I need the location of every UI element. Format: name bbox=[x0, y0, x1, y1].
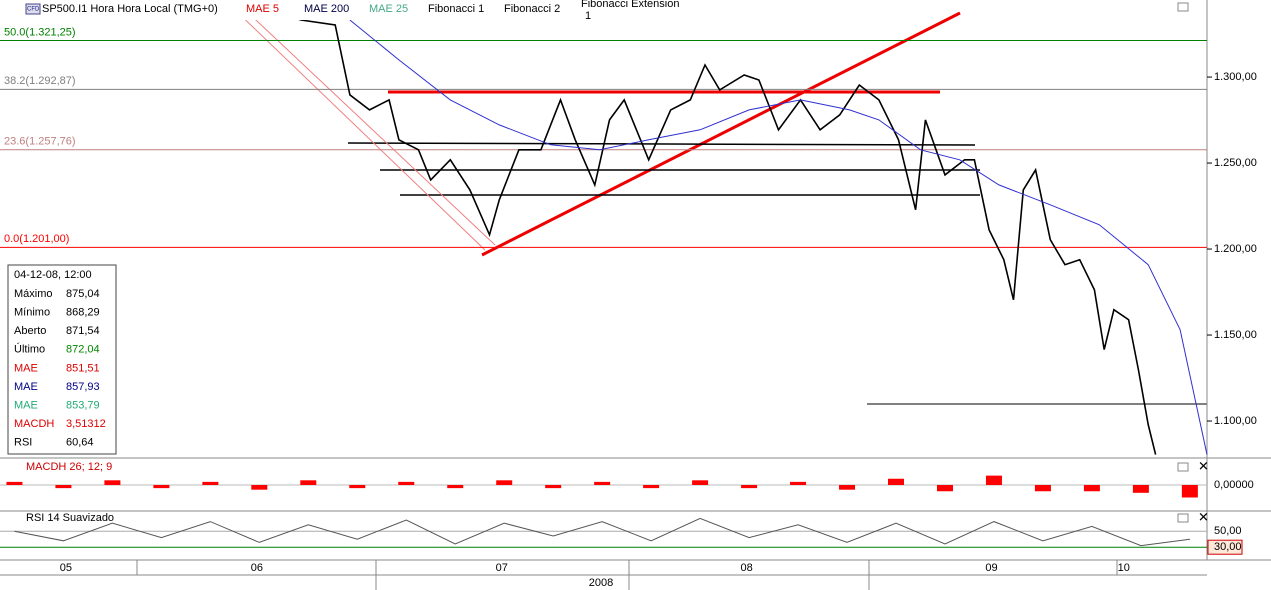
close-button[interactable]: ✕ bbox=[1198, 509, 1209, 524]
y-tick-label: 1.150,00 bbox=[1214, 329, 1257, 341]
toolbar-title: SP500.I1 Hora Hora Local (TMG+0) bbox=[42, 3, 218, 15]
histogram-bar bbox=[692, 480, 709, 485]
toolbar-item[interactable]: Fibonacci 1 bbox=[428, 3, 484, 15]
histogram-bar bbox=[839, 485, 856, 490]
histogram-bar bbox=[1034, 485, 1051, 492]
price-line bbox=[224, 4, 1157, 455]
x-tick-label: 05 bbox=[60, 562, 72, 574]
info-value: 875,04 bbox=[66, 288, 100, 300]
histogram-bar bbox=[153, 485, 170, 489]
toolbar-item[interactable]: Fibonacci 2 bbox=[504, 3, 560, 15]
maximize-button[interactable] bbox=[1177, 513, 1189, 523]
histogram-bar bbox=[202, 481, 219, 485]
trend-line bbox=[481, 11, 961, 257]
histogram-bar bbox=[985, 475, 1002, 485]
histogram-bar bbox=[6, 481, 23, 485]
channel-line bbox=[239, 4, 496, 246]
info-value: 857,93 bbox=[66, 381, 100, 393]
info-label: MAE bbox=[14, 381, 38, 393]
toolbar-item[interactable]: 1 bbox=[585, 10, 591, 22]
fibonacci-label: 23.6(1.257,76) bbox=[4, 136, 76, 148]
histogram-bar bbox=[1083, 485, 1100, 492]
histogram-bar bbox=[1181, 485, 1198, 498]
x-tick-label: 06 bbox=[251, 562, 263, 574]
histogram-bar bbox=[594, 481, 611, 485]
histogram-bar bbox=[447, 485, 464, 489]
y-tick-label: 1.250,00 bbox=[1214, 157, 1257, 169]
symbol-badge bbox=[25, 3, 41, 15]
pane-title: MACDH 26; 12; 9 bbox=[26, 461, 112, 473]
histogram-bar bbox=[55, 485, 72, 489]
histogram-bar bbox=[300, 480, 317, 485]
info-label: RSI bbox=[14, 437, 32, 449]
info-value: 868,29 bbox=[66, 307, 100, 319]
y-tick-label: 1.300,00 bbox=[1214, 71, 1257, 83]
last-value-box bbox=[1207, 539, 1243, 555]
info-panel-box bbox=[7, 264, 117, 455]
toolbar-item[interactable]: Fibonacci Extension bbox=[581, 0, 679, 10]
x-axis-label: 2008 bbox=[589, 577, 613, 589]
toolbar bbox=[22, 0, 702, 20]
histogram-bar bbox=[741, 485, 758, 489]
symbol-badge-text: CFD bbox=[27, 7, 40, 13]
info-value: 851,51 bbox=[66, 362, 100, 374]
x-tick-label: 10 bbox=[1118, 562, 1130, 574]
histogram-bar bbox=[643, 485, 660, 489]
info-value: 872,04 bbox=[66, 344, 100, 356]
price-line bbox=[349, 19, 1208, 455]
toolbar-item[interactable]: MAE 200 bbox=[304, 3, 349, 15]
support-line bbox=[347, 142, 976, 146]
info-label: Máximo bbox=[14, 288, 53, 300]
rsi-line bbox=[14, 517, 1190, 547]
histogram-bar bbox=[251, 485, 268, 490]
x-tick-label: 08 bbox=[741, 562, 753, 574]
histogram-bar bbox=[888, 478, 905, 485]
y-tick-label: 0,00000 bbox=[1214, 479, 1254, 491]
histogram-bar bbox=[104, 480, 121, 485]
toolbar-item[interactable]: MAE 5 bbox=[246, 3, 279, 15]
y-tick-label: 30,00 bbox=[1214, 541, 1242, 553]
fibonacci-label: 50.0(1.321,25) bbox=[4, 26, 76, 38]
info-label: Aberto bbox=[14, 325, 46, 337]
x-tick-label: 09 bbox=[985, 562, 997, 574]
histogram-bar bbox=[496, 480, 513, 485]
fibonacci-label: 0.0(1.201,00) bbox=[4, 233, 69, 245]
info-label: MAE bbox=[14, 362, 38, 374]
pane-title: RSI 14 Suavizado bbox=[26, 512, 114, 524]
histogram-bar bbox=[1132, 485, 1149, 493]
channel-line bbox=[229, 4, 486, 251]
close-button[interactable]: ✕ bbox=[1198, 458, 1209, 473]
maximize-button[interactable] bbox=[1177, 2, 1189, 12]
info-label: Último bbox=[14, 343, 45, 356]
y-tick-label: 1.200,00 bbox=[1214, 243, 1257, 255]
histogram-bar bbox=[545, 485, 562, 489]
info-label: Mínimo bbox=[14, 307, 50, 319]
info-header: 04-12-08, 12:00 bbox=[14, 269, 92, 281]
drawings bbox=[229, 4, 1207, 405]
info-value: 60,64 bbox=[66, 437, 94, 449]
toolbar-item[interactable]: MAE 25 bbox=[369, 3, 408, 15]
info-value: 871,54 bbox=[66, 325, 100, 337]
histogram-bar bbox=[936, 485, 953, 492]
y-tick-label: 50,00 bbox=[1214, 525, 1242, 537]
histogram-bar bbox=[790, 481, 807, 485]
info-value: 3,51312 bbox=[66, 418, 106, 430]
fibonacci-label: 38.2(1.292,87) bbox=[4, 75, 76, 87]
info-label: MACDH bbox=[14, 418, 54, 430]
histogram-bar bbox=[349, 485, 366, 489]
maximize-button[interactable] bbox=[1177, 462, 1189, 472]
info-label: MAE bbox=[14, 400, 38, 412]
y-tick-label: 1.100,00 bbox=[1214, 415, 1257, 427]
x-tick-label: 07 bbox=[496, 562, 508, 574]
histogram-bar bbox=[398, 481, 415, 485]
info-panel: 04-12-08, 12:00 Máximo 875,04 Mínimo 868,29 A… bbox=[7, 264, 117, 455]
info-value: 853,79 bbox=[66, 400, 100, 412]
